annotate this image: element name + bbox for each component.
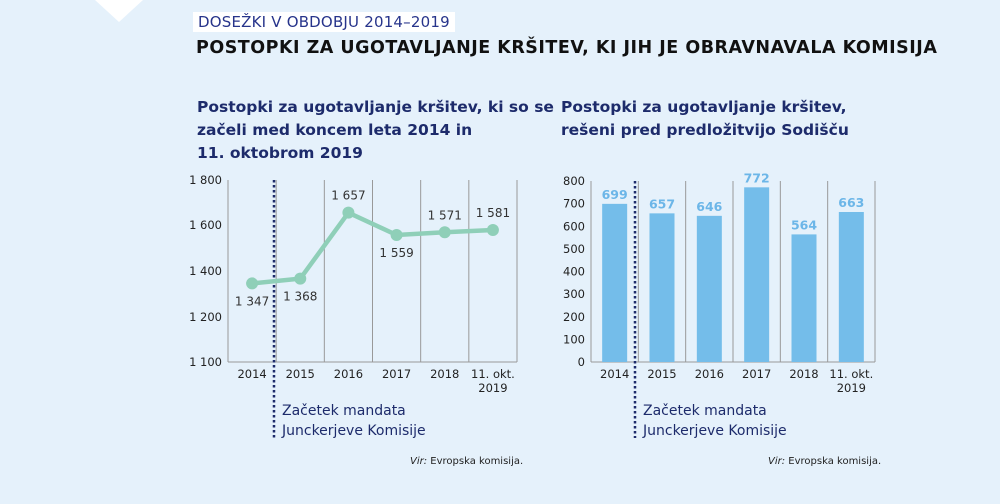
bar-chart-y-tick-label: 200 (563, 310, 585, 324)
line-data-label: 1 347 (235, 294, 269, 308)
corner-triangle-decoration (95, 0, 143, 22)
bar-data-label: 657 (649, 196, 675, 211)
line-data-label: 1 581 (476, 206, 510, 220)
line-data-label: 1 368 (283, 290, 317, 304)
line-chart-x-tick-label: 2016 (334, 367, 363, 381)
line-data-label: 1 657 (331, 189, 365, 203)
bar-data-label: 663 (838, 195, 864, 210)
bar-data-label: 699 (602, 187, 628, 202)
line-chart-x-tick-label: 2014 (237, 367, 266, 381)
line-point (294, 272, 307, 285)
annotation-line: Začetek mandata (282, 403, 406, 419)
bar-chart-x-tick-label: 2015 (647, 367, 676, 381)
bar-chart-y-tick-label: 100 (563, 332, 585, 346)
bar-chart-title-line: Postopki za ugotavljanje kršitev, (561, 98, 847, 116)
line-point (390, 229, 403, 242)
bar-chart-x-tick-label: 11. okt. (829, 367, 873, 381)
line-chart-title-line: 11. oktobrom 2019 (197, 144, 363, 162)
bar (791, 234, 817, 362)
source-text: Evropska komisija. (427, 456, 524, 467)
line-chart-x-tick-label: 11. okt. (471, 367, 515, 381)
source-text: Evropska komisija. (785, 456, 882, 467)
bar-data-label: 646 (696, 199, 722, 214)
bar (696, 215, 722, 362)
bar-chart-annotation: Začetek mandata Junckerjeve Komisije (643, 401, 787, 441)
line-chart-x-tick-label: 2018 (430, 367, 459, 381)
line-series (251, 209, 494, 286)
line-chart-source: Vir: Evropska komisija. (410, 456, 523, 467)
bar-chart-source: Vir: Evropska komisija. (768, 456, 881, 467)
line-data-label: 1 571 (428, 208, 462, 222)
annotation-line: Junckerjeve Komisije (282, 423, 426, 439)
line-chart-x-tick-label: 2017 (382, 367, 411, 381)
line-chart-title-line: začeli med koncem leta 2014 in (197, 121, 473, 139)
source-prefix: Vir: (410, 456, 428, 467)
page-title: POSTOPKI ZA UGOTAVLJANJE KRŠITEV, KI JIH… (196, 38, 938, 58)
bar-chart-y-tick-label: 600 (563, 219, 585, 233)
line-point (438, 226, 451, 239)
bar-chart-title: Postopki za ugotavljanje kršitev, rešeni… (561, 96, 849, 142)
line-chart-y-tick-label: 1 100 (189, 355, 222, 369)
line-point (246, 277, 259, 290)
bar-chart-x-tick-label: 2019 (837, 381, 866, 395)
bar-chart-x-tick-label: 2016 (695, 367, 724, 381)
line-chart-annotation: Začetek mandata Junckerjeve Komisije (282, 401, 426, 441)
bar-chart-title-line: rešeni pred predložitvijo Sodišču (561, 121, 849, 139)
bar-chart-y-tick-label: 500 (563, 242, 585, 256)
line-chart-x-tick-label: 2019 (478, 381, 507, 395)
line-point (486, 224, 499, 237)
bar (744, 187, 770, 362)
bar-chart-x-tick-label: 2017 (742, 367, 771, 381)
line-chart-title-line: Postopki za ugotavljanje kršitev, ki so … (197, 98, 554, 116)
bar-chart-y-tick-label: 0 (578, 355, 585, 369)
line-chart-x-tick-label: 2015 (286, 367, 315, 381)
line-chart-title: Postopki za ugotavljanje kršitev, ki so … (197, 96, 554, 165)
bar-chart-y-tick-label: 300 (563, 287, 585, 301)
bar-chart-y-tick-label: 800 (563, 174, 585, 188)
line-chart-y-tick-label: 1 200 (189, 310, 222, 324)
annotation-line: Začetek mandata (643, 403, 767, 419)
bar (649, 213, 675, 362)
bar (602, 203, 628, 362)
bar-data-label: 564 (791, 217, 817, 232)
annotation-line: Junckerjeve Komisije (643, 423, 787, 439)
bar-chart-x-tick-label: 2014 (600, 367, 629, 381)
bar (838, 211, 864, 362)
line-data-label: 1 559 (379, 246, 413, 260)
section-tag: DOSEŽKI V OBDOBJU 2014–2019 (193, 12, 455, 32)
line-point (342, 206, 355, 219)
bar-data-label: 772 (744, 170, 770, 185)
line-chart-y-tick-label: 1 400 (189, 264, 222, 278)
source-prefix: Vir: (768, 456, 786, 467)
bar-chart-x-tick-label: 2018 (789, 367, 818, 381)
bar-chart-y-tick-label: 700 (563, 197, 585, 211)
line-chart-y-tick-label: 1 800 (189, 173, 222, 187)
line-chart-y-tick-label: 1 600 (189, 218, 222, 232)
bar-chart-y-tick-label: 400 (563, 265, 585, 279)
